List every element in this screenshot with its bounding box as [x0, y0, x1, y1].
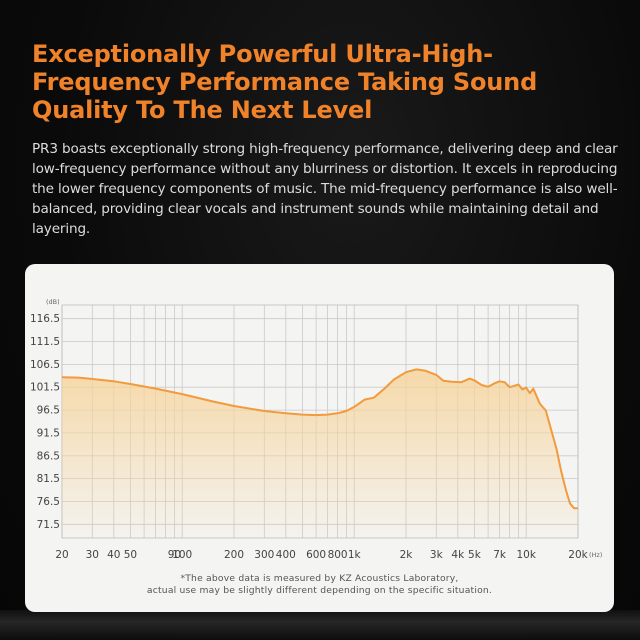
x-tick-label: 4k	[451, 549, 465, 561]
bottom-decoration	[0, 610, 640, 640]
x-axis-unit-label: (Hz)	[589, 551, 602, 559]
footnote-line-2: actual use may be slightly different dep…	[146, 585, 493, 596]
y-tick-label: 116.5	[30, 313, 60, 325]
y-tick-label: 106.5	[30, 359, 60, 371]
x-tick-label: 2k	[400, 549, 414, 561]
x-tick-label: 3k	[430, 549, 444, 561]
x-tick-label: 5k	[468, 549, 482, 561]
x-tick-label: 50	[124, 549, 137, 561]
x-tick-label: 100	[172, 549, 192, 561]
response-curve-line	[61, 368, 578, 510]
y-tick-label: 86.5	[37, 450, 60, 462]
measurement-footnote: *The above data is measured by KZ Acoust…	[25, 573, 614, 597]
x-tick-label: 30	[86, 549, 99, 561]
y-tick-label: 71.5	[37, 519, 60, 531]
x-tick-label: 400	[276, 549, 296, 561]
y-tick-label: 111.5	[30, 336, 60, 348]
y-tick-label: 81.5	[37, 473, 60, 485]
y-tick-label: 96.5	[37, 405, 60, 417]
y-tick-label: 101.5	[30, 382, 60, 394]
x-tick-label: 1k	[348, 549, 362, 561]
axis-labels: (dB) 116.5 111.5 106.5 101.5 96.5 91.5 86.5 81.5…	[30, 298, 602, 561]
x-tick-label: 20k	[568, 549, 588, 561]
x-tick-label: 90	[168, 549, 181, 561]
response-area-fill	[62, 369, 578, 538]
x-tick-label: 40	[107, 549, 120, 561]
x-tick-label: 20	[55, 549, 68, 561]
y-tick-label: 91.5	[37, 427, 60, 439]
x-tick-label: 10k	[516, 549, 536, 561]
y-axis-unit-label: (dB)	[46, 298, 60, 306]
x-tick-label: 800	[328, 549, 348, 561]
headline: Exceptionally Powerful Ultra-High-Freque…	[32, 40, 538, 124]
description-paragraph: PR3 boasts exceptionally strong high-fre…	[32, 141, 618, 237]
x-tick-label: 300	[254, 549, 274, 561]
x-tick-label: 600	[306, 549, 326, 561]
x-tick-label: 200	[224, 549, 244, 561]
footnote-line-1: *The above data is measured by KZ Acoust…	[180, 573, 459, 584]
y-tick-label: 76.5	[37, 496, 60, 508]
x-tick-label: 7k	[493, 549, 507, 561]
